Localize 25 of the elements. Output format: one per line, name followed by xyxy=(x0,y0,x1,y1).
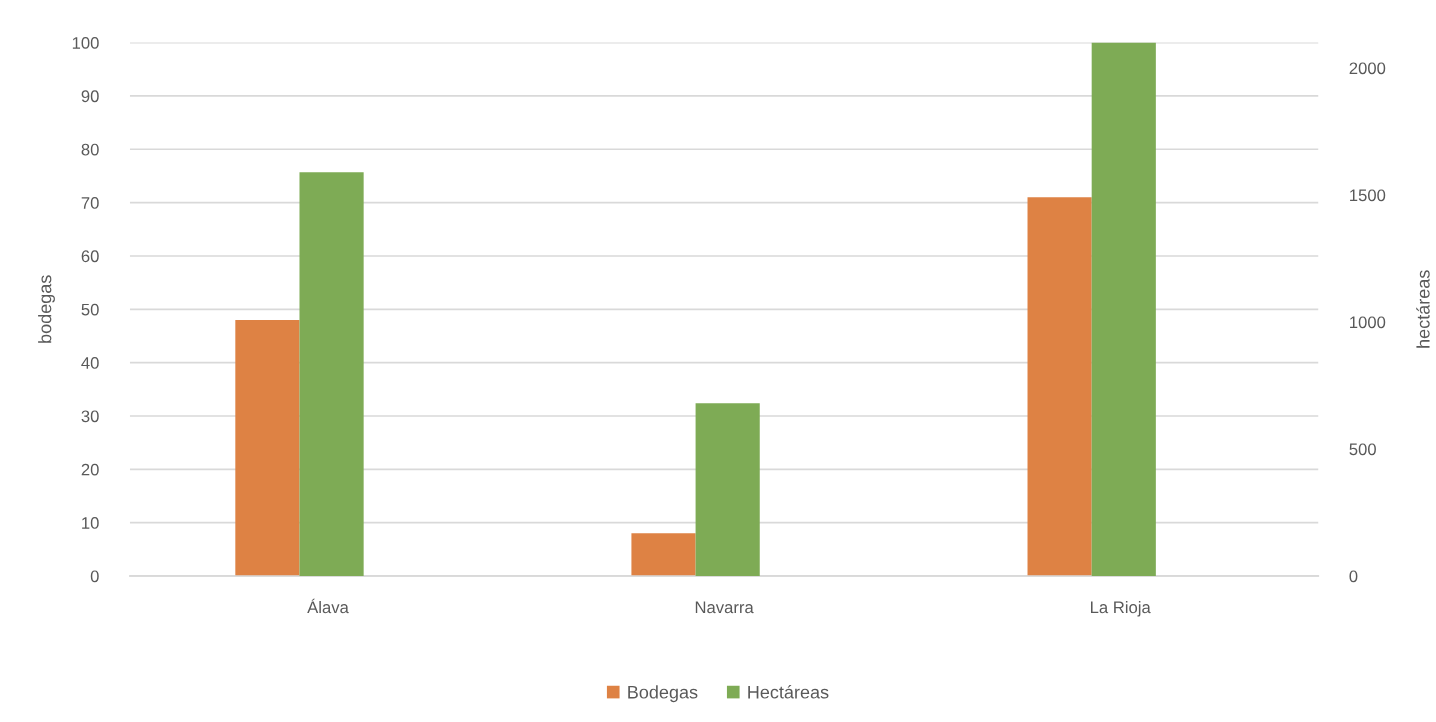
y2-axis-title: hectáreas xyxy=(1416,270,1430,348)
legend-label: Bodegas xyxy=(628,685,698,703)
x-tick-label: La Rioja xyxy=(1090,601,1151,617)
y-tick-label: 90 xyxy=(81,90,99,103)
y-tick-label: 10 xyxy=(82,517,99,529)
bar xyxy=(631,533,696,577)
y2-tick-label: 1500 xyxy=(1350,189,1386,202)
y-tick-label: 70 xyxy=(81,197,99,209)
bar xyxy=(695,403,760,577)
y-axis-title: bodegas xyxy=(38,275,55,343)
y2-tick-label: 1000 xyxy=(1350,316,1386,329)
y2-tick-label: 2000 xyxy=(1349,62,1386,75)
y-tick-label: 30 xyxy=(81,410,99,423)
y-tick-label: 40 xyxy=(81,357,99,369)
x-tick-label: Álava xyxy=(307,598,349,614)
y2-tick-label: 500 xyxy=(1349,443,1376,456)
y-tick-label: 0 xyxy=(90,570,99,583)
x-tick-label: Navarra xyxy=(695,601,754,614)
y2-tick-label: 0 xyxy=(1349,570,1358,583)
y-tick-label: 60 xyxy=(81,250,99,263)
y-tick-label: 80 xyxy=(81,143,99,156)
y-tick-label: 50 xyxy=(81,303,99,316)
y-tick-label: 100 xyxy=(72,37,99,49)
y-tick-label: 20 xyxy=(81,463,99,476)
legend-label: Hectáreas xyxy=(748,685,829,699)
